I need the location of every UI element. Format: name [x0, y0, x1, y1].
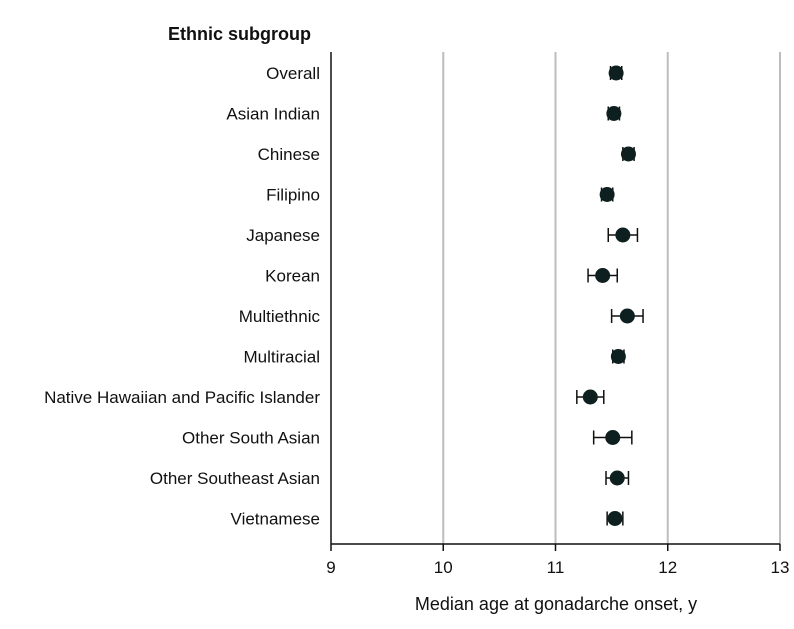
data-marks — [576, 65, 644, 526]
category-label: Asian Indian — [226, 105, 320, 124]
grid-lines — [442, 52, 781, 544]
data-point — [620, 146, 636, 162]
category-label: Multiethnic — [239, 307, 321, 326]
category-label: Japanese — [246, 226, 320, 245]
x-tick-label-10: 10 — [434, 558, 453, 577]
data-point — [605, 430, 621, 445]
data-point — [609, 470, 625, 486]
category-label: Multiracial — [243, 348, 320, 367]
data-point — [619, 308, 635, 324]
x-tick-label-13: 13 — [771, 558, 790, 577]
data-point — [599, 187, 615, 202]
column-header: Ethnic subgroup — [168, 24, 311, 44]
data-point — [607, 511, 623, 526]
x-tick-label-11: 11 — [547, 558, 565, 577]
data-point — [606, 106, 622, 121]
category-label: Korean — [265, 267, 320, 286]
category-label: Vietnamese — [231, 510, 320, 529]
category-label: Other Southeast Asian — [150, 469, 320, 488]
category-label: Other South Asian — [182, 429, 320, 448]
category-label: Filipino — [266, 186, 320, 205]
x-axis-title: Median age at gonadarche onset, y — [415, 594, 697, 614]
data-point — [608, 65, 624, 81]
category-labels: Overall Asian Indian Chinese Filipino Japane… — [44, 64, 320, 529]
category-label: Chinese — [258, 145, 320, 164]
x-tick-label-12: 12 — [658, 558, 677, 577]
data-point — [615, 227, 631, 243]
x-axis: 9 10 11 12 13 — [326, 52, 789, 577]
x-tick-label-9: 9 — [326, 558, 335, 577]
category-label: Overall — [266, 64, 320, 83]
data-point — [582, 389, 598, 405]
data-point — [610, 349, 626, 364]
data-point — [595, 268, 611, 283]
category-label: Native Hawaiian and Pacific Islander — [44, 388, 320, 407]
